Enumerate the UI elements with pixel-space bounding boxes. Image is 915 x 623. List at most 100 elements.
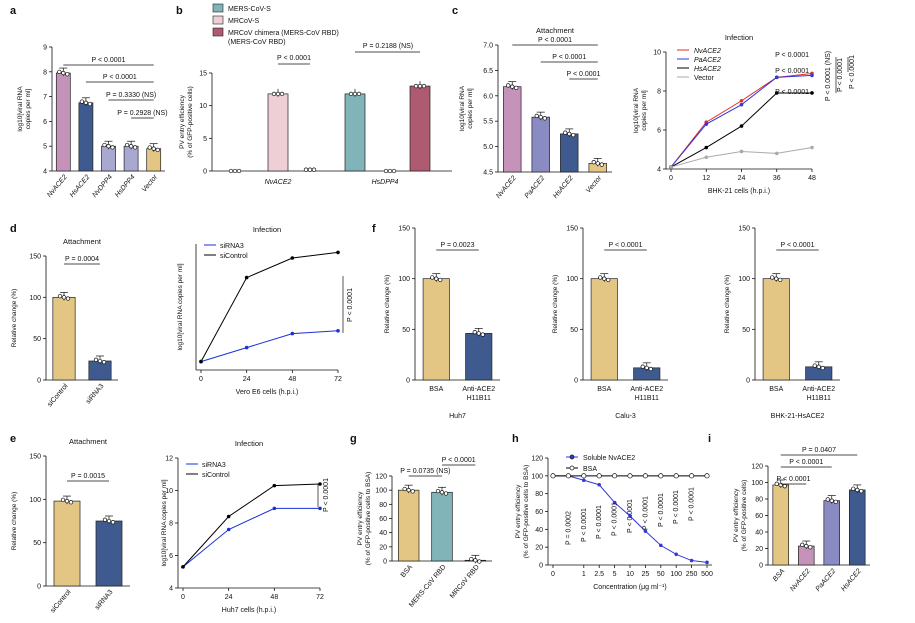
c2-pvalue: P < 0.0001 (849, 55, 856, 89)
f1-xlabel: Huh7 (449, 413, 466, 420)
c1-bar (531, 116, 550, 173)
a-point (65, 72, 70, 77)
h-legend-label: BSA (583, 466, 597, 473)
a-xtick-label: NvDPP4 (91, 174, 114, 199)
g-ytick-label: 80 (379, 502, 387, 509)
i-point (829, 498, 834, 503)
e2-marker (226, 514, 231, 519)
b-ytick-label: 10 (199, 103, 207, 110)
f2-ytick-label: 150 (566, 226, 578, 233)
h-marker (704, 473, 710, 479)
i-ytick-label: 60 (755, 513, 763, 520)
f3-ytick-label: 100 (738, 276, 750, 283)
i-bar (772, 484, 790, 566)
c2-marker (774, 151, 779, 156)
b-legend-label: MRCoV-S (228, 18, 259, 25)
i-ylabel: (% of GFP-positive cells) (741, 480, 748, 552)
f3-point (816, 364, 821, 369)
a-point (151, 146, 156, 151)
g-bar (431, 491, 453, 562)
e2-marker (272, 506, 277, 511)
d2-series-line (200, 330, 339, 363)
f3-point (770, 275, 775, 280)
c2-ylabel: log10[viral RNA (633, 87, 640, 133)
e2-ytick-label: 4 (169, 586, 173, 593)
c2-marker (810, 145, 814, 150)
f3-ytick-label: 0 (746, 378, 750, 385)
h-ytick-label: 0 (539, 563, 543, 570)
b-point (391, 168, 397, 174)
panel-letter-h: h (512, 433, 519, 445)
e2-legend-label: siControl (202, 472, 230, 479)
i-point (833, 499, 838, 505)
h-marker (597, 482, 601, 487)
h-marker (642, 473, 648, 479)
c2-title: Infection (725, 33, 753, 42)
b-point (236, 168, 242, 174)
panel-letter-e: e (10, 433, 16, 445)
g-point (469, 556, 474, 562)
c1-point (538, 114, 543, 120)
e2-ytick-label: 8 (169, 521, 173, 528)
d2-xtick-label: 48 (288, 376, 296, 383)
f1-ytick-label: 100 (398, 276, 410, 283)
a-point (102, 142, 107, 148)
i-pvalue: P = 0.0407 (802, 447, 836, 454)
c1-point (534, 113, 539, 119)
f1-ytick-label: 0 (406, 378, 410, 385)
c1-ytick-label: 6.0 (483, 93, 493, 100)
b-xtick-label: HsDPP4 (372, 179, 399, 186)
h-pvalue: P < 0.0001 (658, 493, 665, 527)
e1-bar (95, 520, 123, 587)
d1-title: Attachment (63, 237, 102, 246)
h-marker (612, 500, 617, 505)
d1-bar (52, 296, 76, 381)
h-ylabel: (% of GFP-positive cells to BSA) (523, 465, 530, 559)
g-pvalue: P = 0.0735 (NS) (400, 468, 450, 475)
i-xtick-label: PaACE2 (815, 568, 838, 593)
d1-point (93, 357, 99, 362)
e1-point (68, 500, 74, 505)
h-xtick-label: 250 (686, 571, 698, 578)
g-point (477, 559, 482, 564)
a-point (124, 142, 130, 148)
f3-ytick-label: 50 (742, 327, 750, 334)
f1-xtick-label: H11B11 (467, 395, 491, 402)
b-ytick-label: 15 (199, 71, 207, 78)
c2-legend-label: Vector (694, 75, 715, 82)
a-point (132, 145, 138, 150)
f2-point (640, 364, 645, 369)
c1-bar (560, 133, 579, 173)
b-legend-label: MRCoV chimera (MERS-CoV RBD) (228, 30, 339, 37)
i-ytick-label: 40 (755, 530, 763, 537)
a-point (147, 145, 152, 150)
f2-point (606, 277, 611, 283)
h-marker (674, 552, 678, 557)
e1-ytick-label: 0 (37, 584, 41, 591)
a-xtick-label: HsDPP4 (114, 174, 137, 199)
a-ylabel: copies per ml] (25, 89, 32, 130)
h-xtick-label: 100 (670, 571, 682, 578)
h-marker (628, 514, 632, 518)
i-ytick-label: 0 (759, 563, 763, 570)
c1-point (591, 160, 596, 165)
e2-marker (226, 527, 231, 532)
e1-title: Attachment (69, 437, 108, 446)
b-point (417, 83, 423, 89)
d1-point (61, 295, 67, 300)
e2-pvalue: P < 0.0001 (323, 478, 330, 512)
c2-xtick-label: 0 (669, 175, 673, 182)
c2-pvalue: P < 0.0001 (775, 89, 809, 96)
c2-ytick-label: 10 (653, 50, 661, 57)
h-ytick-label: 100 (531, 473, 543, 480)
b-ylabel: PV entry efficiency (179, 94, 186, 148)
c2-pvalue: P < 0.0001 (NS) (825, 51, 832, 101)
a-ytick-label: 8 (43, 69, 47, 76)
f2-xlabel: Calu-3 (615, 413, 636, 420)
g-ytick-label: 40 (379, 530, 387, 537)
h-marker (596, 473, 602, 479)
g-xtick-label: BSA (400, 564, 415, 579)
a-xtick-label: HsACE2 (69, 174, 92, 199)
c1-ylabel: copies per ml] (467, 88, 474, 129)
c2-marker (739, 149, 744, 154)
